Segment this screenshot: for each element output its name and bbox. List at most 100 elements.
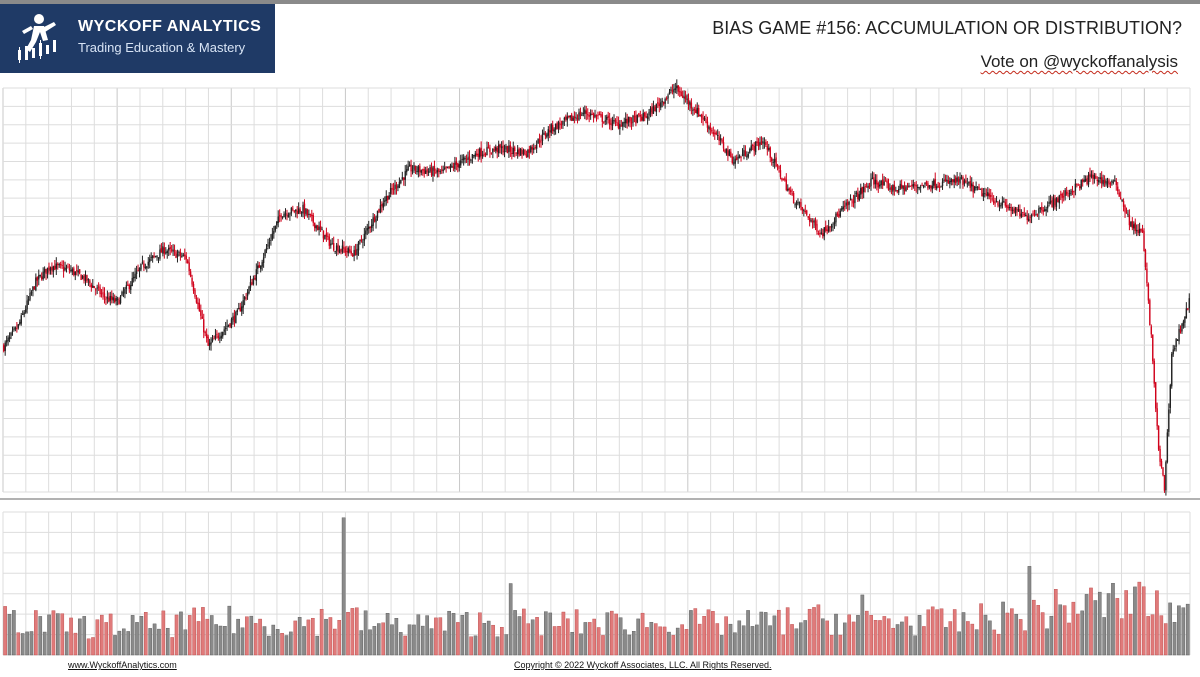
volume-bar	[469, 636, 473, 656]
volume-bar	[113, 635, 117, 656]
candle-body	[687, 98, 690, 104]
candle-body	[714, 132, 716, 134]
candle-body	[76, 270, 78, 272]
candle-body	[89, 280, 91, 284]
candle-body	[700, 114, 703, 118]
volume-bar	[398, 632, 403, 656]
volume-bar	[856, 615, 860, 656]
candle-body	[871, 177, 874, 179]
candle-body	[525, 154, 528, 157]
candle-body	[486, 147, 488, 156]
candle-body	[1036, 214, 1039, 216]
candle-body	[734, 158, 736, 164]
candle-body	[160, 248, 163, 253]
candle-body	[426, 169, 428, 172]
volume-bar	[777, 609, 781, 656]
candle-body	[293, 210, 295, 212]
candle-body	[249, 282, 252, 288]
candle-body	[1131, 221, 1134, 228]
candle-body	[191, 277, 193, 285]
volume-bar	[271, 624, 276, 656]
candle-body	[241, 306, 243, 312]
candle-body	[321, 229, 323, 231]
candle-body	[1041, 206, 1043, 211]
candle-body	[731, 156, 733, 163]
candle-body	[205, 333, 208, 339]
candle-body	[864, 185, 866, 187]
candle-body	[429, 167, 431, 172]
candle-body	[1114, 180, 1116, 182]
volume-bar	[557, 626, 561, 656]
candle-body	[887, 182, 890, 190]
volume-bar	[1032, 599, 1036, 656]
volume-bar	[882, 616, 887, 656]
candle-body	[32, 286, 34, 292]
candle-body	[816, 223, 818, 232]
volume-bar	[491, 624, 495, 656]
candle-body	[1117, 186, 1119, 192]
vote-handle[interactable]: Vote on @wyckoffanalysis	[980, 52, 1178, 71]
candle-body	[760, 141, 763, 145]
candle-body	[1006, 205, 1008, 208]
candle-body	[153, 255, 155, 257]
volume-bar	[570, 632, 575, 656]
volume-bar	[456, 622, 460, 656]
candle-body	[1154, 382, 1157, 409]
volume-bar	[174, 614, 179, 656]
candle-body	[99, 287, 101, 295]
candle-body	[857, 192, 859, 200]
volume-bar	[64, 631, 69, 656]
candle-body	[403, 177, 405, 180]
candle-body	[95, 289, 97, 291]
candle-body	[200, 310, 202, 316]
candle-body	[204, 332, 206, 334]
candle-body	[743, 149, 745, 156]
candle-body	[211, 338, 214, 342]
volume-bar	[746, 610, 750, 656]
website-link[interactable]: www.WyckoffAnalytics.com	[68, 660, 177, 670]
candle-body	[1149, 300, 1151, 325]
candle-body	[705, 119, 707, 123]
candle-body	[696, 107, 698, 115]
volume-bar	[873, 620, 878, 656]
candle-body	[1140, 228, 1142, 231]
candle-body	[239, 307, 241, 312]
candle-body	[416, 171, 418, 173]
candle-body	[833, 221, 836, 224]
candle-body	[473, 155, 475, 157]
candle-body	[140, 263, 142, 270]
candle-body	[277, 216, 279, 224]
candle-body	[64, 267, 66, 271]
volume-bar	[1093, 600, 1098, 656]
candle-body	[876, 180, 878, 185]
candle-body	[600, 114, 602, 116]
volume-series	[3, 517, 1190, 656]
volume-bar	[939, 608, 944, 656]
candle-body	[295, 209, 297, 212]
candle-body	[937, 185, 939, 188]
candle-body	[476, 153, 478, 156]
candle-body	[233, 315, 236, 322]
candle-body	[1014, 207, 1017, 213]
candle-body	[1083, 179, 1085, 182]
candle-body	[808, 217, 811, 222]
candle-body	[792, 192, 795, 203]
volume-bar	[750, 626, 755, 656]
volume-bar	[126, 631, 130, 656]
top-rule	[0, 0, 1200, 4]
candle-body	[573, 116, 576, 119]
candle-body	[616, 122, 618, 124]
candle-body	[27, 299, 30, 301]
candle-body	[797, 201, 799, 203]
candle-body	[268, 242, 271, 244]
candle-body	[424, 170, 427, 174]
candle-body	[886, 180, 888, 184]
candle-body	[518, 148, 520, 156]
candle-body	[1156, 408, 1158, 427]
candle-body	[169, 246, 171, 249]
candle-body	[1084, 179, 1087, 181]
candle-body	[954, 177, 957, 183]
candle-body	[135, 271, 138, 274]
candle-body	[194, 289, 196, 297]
